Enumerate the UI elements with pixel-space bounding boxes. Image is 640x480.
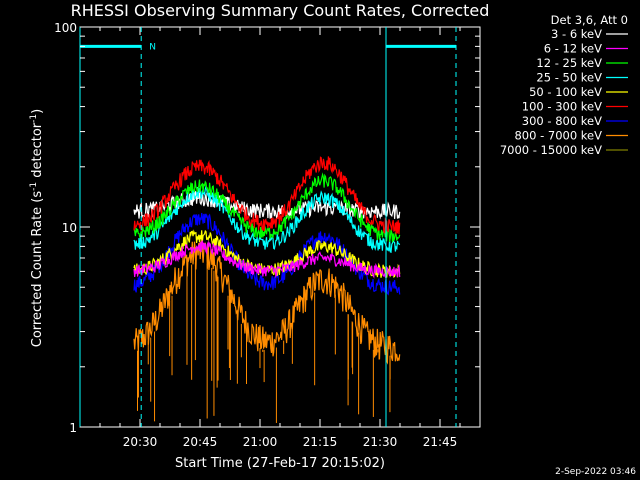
legend-entry-label: 300 - 800 keV	[522, 114, 602, 128]
legend-entry-label: 3 - 6 keV	[551, 27, 602, 41]
gap-label: N	[149, 42, 156, 52]
legend-entry-label: 25 - 50 keV	[536, 71, 602, 85]
legend-entry-label: 50 - 100 keV	[529, 85, 602, 99]
series-line	[133, 184, 401, 254]
x-tick-label: 20:45	[183, 435, 218, 449]
y-tick-label: 10	[62, 221, 77, 235]
series-trace	[133, 184, 401, 254]
axis-layer: 20:30 20:45 21:00 21:15 21:30 21:45 1 10 100	[54, 21, 480, 449]
legend-title: Det 3,6, Att 0	[551, 13, 628, 27]
x-tick-label: 21:15	[303, 435, 338, 449]
y-axis-label-sup1: -1	[29, 182, 39, 191]
marker-layer: N	[79, 27, 457, 427]
x-tick-label: 21:00	[243, 435, 278, 449]
series-trace	[133, 172, 401, 243]
series-line	[133, 172, 401, 243]
series-trace	[133, 240, 401, 279]
series-trace	[133, 237, 401, 423]
series-layer	[133, 156, 401, 423]
y-axis-label-sup2: -1	[29, 114, 39, 123]
legend-entry-label: 100 - 300 keV	[522, 100, 602, 114]
legend-entry-label: 12 - 25 keV	[536, 56, 602, 70]
y-axis-label-main: Corrected Count Rate (s	[30, 191, 45, 348]
series-trace	[133, 156, 401, 235]
series-line	[133, 240, 401, 279]
series-line	[133, 237, 401, 365]
legend-entry-label: 800 - 7000 keV	[514, 129, 602, 143]
x-tick-label: 20:30	[123, 435, 158, 449]
chart-title: RHESSI Observing Summary Count Rates, Co…	[71, 1, 490, 20]
y-tick-label: 100	[54, 21, 77, 35]
legend-entry-label: 6 - 12 keV	[544, 42, 602, 56]
y-tick-label: 1	[69, 421, 77, 435]
x-tick-label: 21:30	[363, 435, 398, 449]
y-axis-label-end: )	[30, 109, 45, 114]
x-axis-label: Start Time (27-Feb-17 20:15:02)	[175, 456, 385, 471]
y-axis-label: Corrected Count Rate (s-1 detector-1)	[29, 109, 45, 347]
x-tick-label: 21:45	[423, 435, 458, 449]
series-line	[133, 156, 401, 235]
legend-entry-label: 7000 - 15000 keV	[500, 143, 602, 157]
y-axis-label-mid: detector	[30, 122, 45, 182]
footer-date: 2-Sep-2022 03:46	[555, 467, 636, 477]
